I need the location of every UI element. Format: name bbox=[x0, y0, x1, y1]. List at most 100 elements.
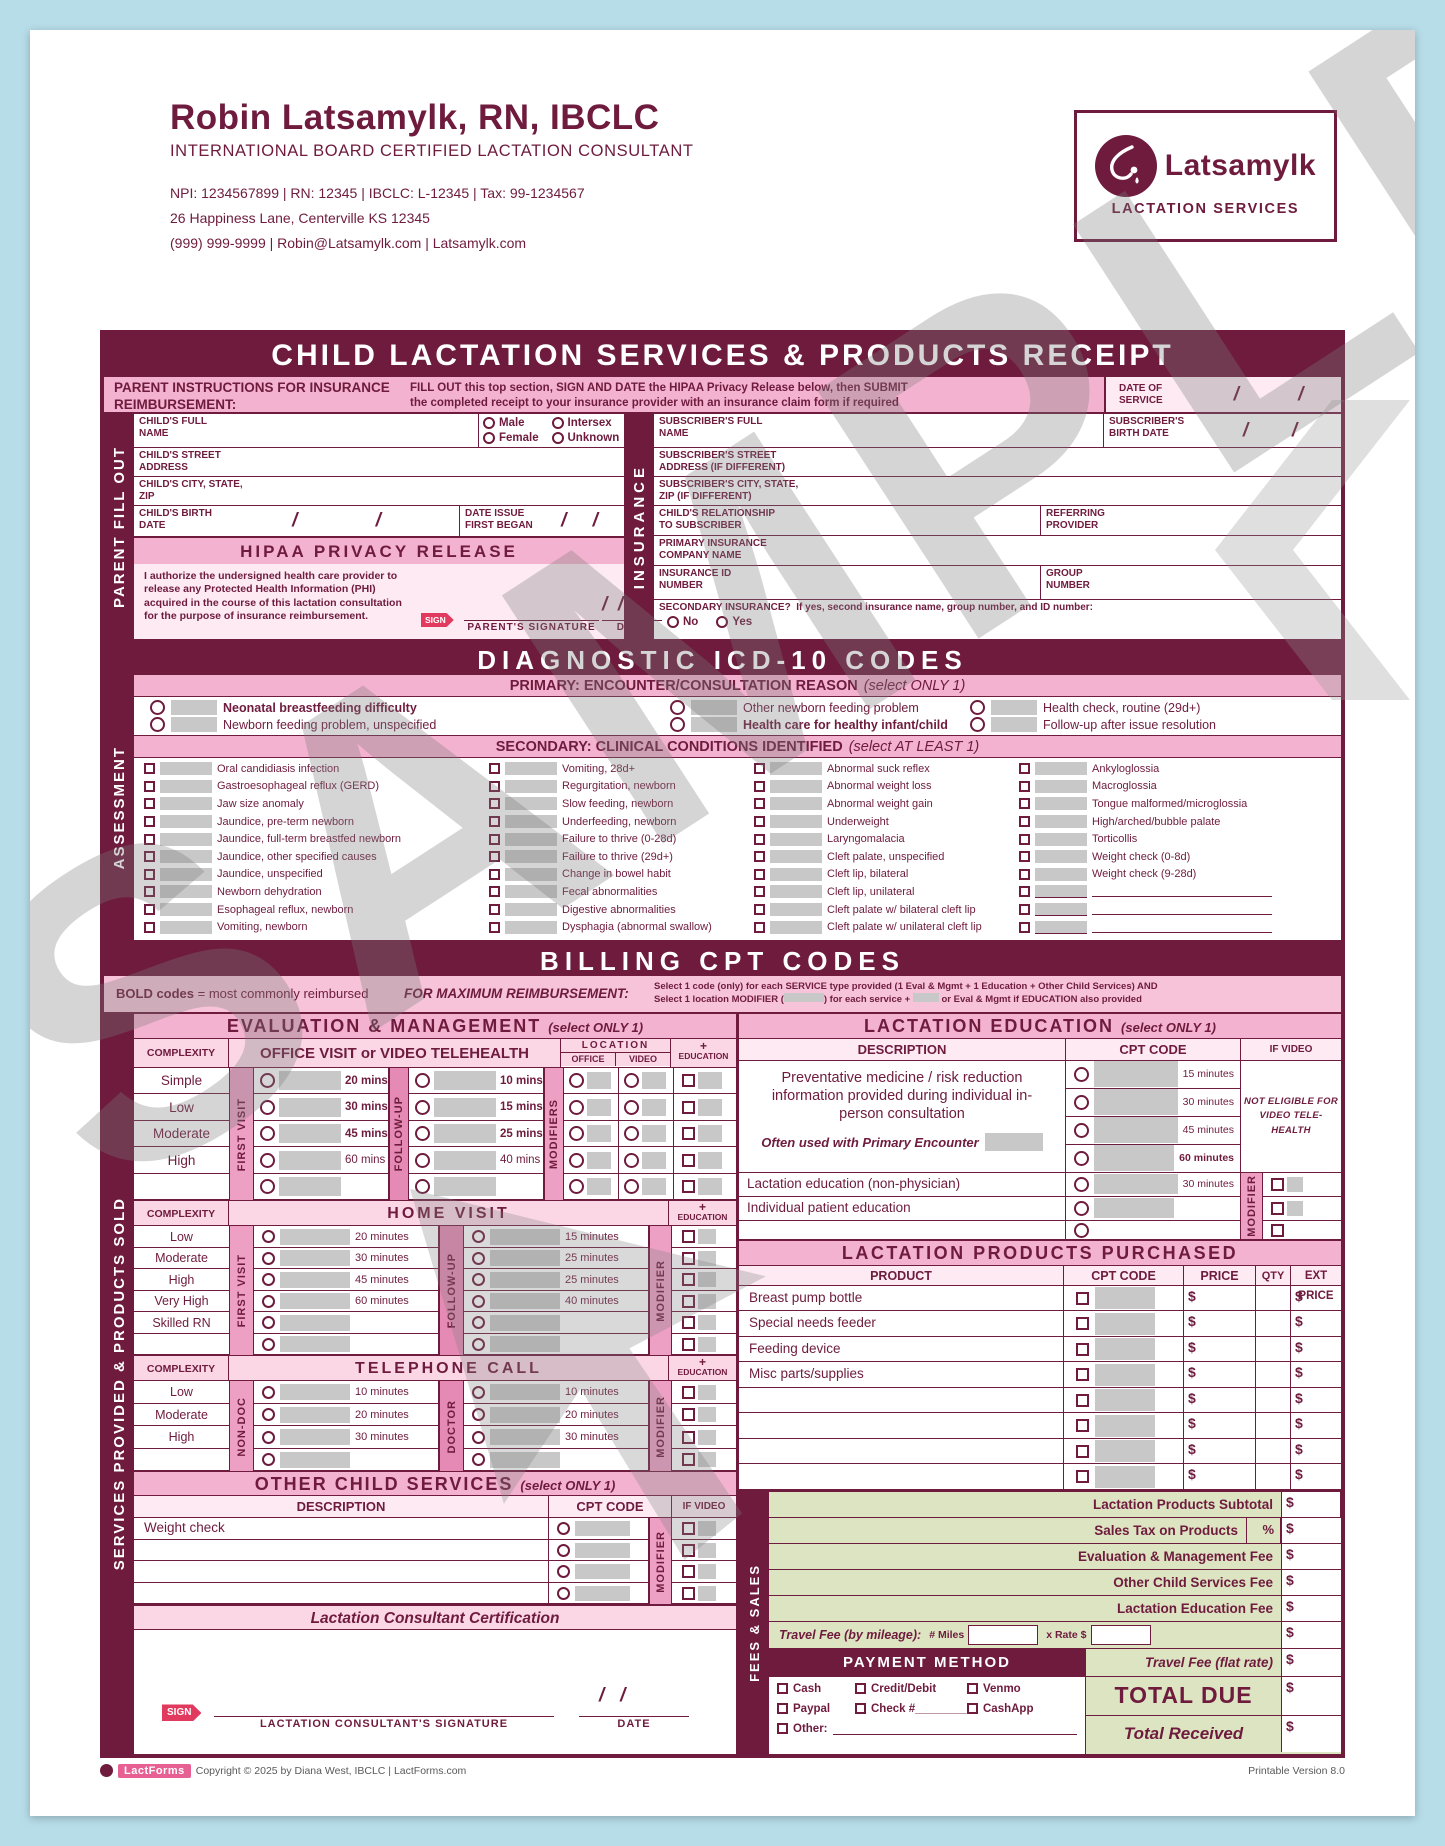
fee-amount[interactable]: $ bbox=[1281, 1569, 1341, 1595]
condition-checkbox[interactable] bbox=[489, 833, 500, 845]
video-checkbox[interactable] bbox=[1271, 1177, 1284, 1191]
price-cell[interactable]: $ bbox=[1184, 1387, 1256, 1413]
gender-option[interactable]: Unknown bbox=[551, 431, 621, 447]
price-cell[interactable]: $ bbox=[1184, 1438, 1256, 1464]
first-visit-radio[interactable] bbox=[260, 1099, 275, 1115]
condition-option[interactable]: Tongue malformed/microglossia bbox=[1009, 795, 1341, 813]
condition-checkbox[interactable] bbox=[754, 868, 765, 880]
condition-option[interactable] bbox=[1009, 918, 1341, 936]
condition-checkbox[interactable] bbox=[144, 763, 155, 775]
condition-checkbox[interactable] bbox=[144, 833, 155, 845]
total-received-amount[interactable]: $ bbox=[1281, 1715, 1341, 1753]
office-modifier-radio[interactable] bbox=[569, 1152, 584, 1168]
condition-option[interactable]: Oral candidiasis infection bbox=[134, 760, 479, 778]
fee-amount[interactable]: $ bbox=[1281, 1543, 1341, 1569]
condition-option[interactable]: Change in bowel habit bbox=[479, 866, 744, 884]
condition-option[interactable]: Macroglossia bbox=[1009, 778, 1341, 796]
condition-option[interactable]: Abnormal suck reflex bbox=[744, 760, 1009, 778]
price-cell[interactable]: $ bbox=[1184, 1336, 1256, 1362]
gender-radio[interactable] bbox=[483, 432, 495, 445]
video-modifier-radio[interactable] bbox=[624, 1179, 639, 1195]
fee-amount[interactable]: $ bbox=[1281, 1648, 1341, 1676]
fee-amount[interactable]: $ bbox=[1281, 1621, 1341, 1648]
non-doc-radio[interactable] bbox=[262, 1430, 275, 1444]
condition-checkbox[interactable] bbox=[754, 851, 765, 863]
payment-option[interactable]: Check #________ bbox=[855, 1703, 967, 1715]
primary-radio[interactable] bbox=[670, 717, 685, 732]
condition-option[interactable]: High/arched/bubble palate bbox=[1009, 813, 1341, 831]
condition-option[interactable]: Jaw size anomaly bbox=[134, 795, 479, 813]
consultant-date-line[interactable]: DATE bbox=[579, 1716, 689, 1730]
first-visit-radio[interactable] bbox=[262, 1251, 275, 1265]
condition-checkbox[interactable] bbox=[1019, 921, 1030, 933]
price-cell[interactable]: $ bbox=[1184, 1413, 1256, 1438]
gender-option[interactable]: Intersex bbox=[551, 415, 621, 431]
condition-option[interactable]: Newborn dehydration bbox=[134, 883, 479, 901]
payment-checkbox[interactable] bbox=[967, 1683, 978, 1695]
education-checkbox[interactable] bbox=[682, 1127, 695, 1141]
education-checkbox[interactable] bbox=[682, 1316, 695, 1330]
condition-checkbox[interactable] bbox=[1019, 780, 1030, 792]
video-checkbox[interactable] bbox=[682, 1565, 695, 1579]
payment-checkbox[interactable] bbox=[855, 1683, 866, 1695]
condition-option[interactable]: Cleft palate, unspecified bbox=[744, 848, 1009, 866]
condition-option[interactable] bbox=[1009, 901, 1341, 919]
condition-checkbox[interactable] bbox=[754, 904, 765, 916]
primary-radio[interactable] bbox=[970, 700, 985, 715]
first-visit-radio[interactable] bbox=[260, 1126, 275, 1142]
primary-radio[interactable] bbox=[150, 717, 165, 732]
gender-radio[interactable] bbox=[551, 432, 564, 445]
office-modifier-radio[interactable] bbox=[569, 1179, 584, 1195]
video-checkbox[interactable] bbox=[682, 1586, 695, 1600]
condition-checkbox[interactable] bbox=[144, 780, 155, 792]
condition-checkbox[interactable] bbox=[1019, 851, 1030, 863]
condition-option[interactable]: Vomiting, newborn bbox=[134, 918, 479, 936]
condition-option[interactable]: Underfeeding, newborn bbox=[479, 813, 744, 831]
condition-checkbox[interactable] bbox=[1019, 816, 1030, 828]
fee-amount[interactable]: $ bbox=[1281, 1595, 1341, 1621]
condition-checkbox[interactable] bbox=[754, 780, 765, 792]
first-visit-radio[interactable] bbox=[262, 1273, 275, 1287]
payment-checkbox[interactable] bbox=[777, 1703, 788, 1715]
education-radio[interactable] bbox=[1074, 1122, 1089, 1138]
condition-checkbox[interactable] bbox=[489, 798, 500, 810]
condition-option[interactable]: Weight check (9-28d) bbox=[1009, 866, 1341, 884]
video-checkbox[interactable] bbox=[682, 1522, 695, 1536]
condition-checkbox[interactable] bbox=[144, 886, 155, 898]
condition-checkbox[interactable] bbox=[144, 851, 155, 863]
secondary-option[interactable]: Yes bbox=[716, 616, 752, 628]
payment-option[interactable]: Paypal bbox=[777, 1703, 855, 1715]
condition-option[interactable]: Laryngomalacia bbox=[744, 830, 1009, 848]
education-checkbox[interactable] bbox=[682, 1273, 695, 1287]
condition-checkbox[interactable] bbox=[489, 921, 500, 933]
condition-option[interactable]: Gastroesophageal reflux (GERD) bbox=[134, 778, 479, 796]
follow-up-radio[interactable] bbox=[472, 1337, 485, 1351]
ext-price-cell[interactable]: $ bbox=[1295, 1338, 1303, 1355]
payment-option[interactable]: CashApp bbox=[967, 1703, 1077, 1715]
condition-option[interactable]: Cleft palate w/ unilateral cleft lip bbox=[744, 918, 1009, 936]
product-checkbox[interactable] bbox=[1076, 1393, 1089, 1407]
condition-option[interactable]: Jaundice, other specified causes bbox=[134, 848, 479, 866]
lactforms-logo[interactable]: LactForms bbox=[118, 1763, 191, 1778]
primary-option[interactable]: Newborn feeding problem, unspecified bbox=[134, 717, 654, 732]
condition-checkbox[interactable] bbox=[1019, 833, 1030, 845]
condition-option[interactable]: Jaundice, pre-term newborn bbox=[134, 813, 479, 831]
condition-option[interactable] bbox=[1009, 883, 1341, 901]
condition-option[interactable]: Dysphagia (abnormal swallow) bbox=[479, 918, 744, 936]
condition-checkbox[interactable] bbox=[144, 798, 155, 810]
primary-option[interactable]: Health care for healthy infant/child bbox=[654, 717, 954, 732]
education-checkbox[interactable] bbox=[682, 1430, 695, 1444]
primary-option[interactable]: Health check, routine (29d+) bbox=[954, 700, 1341, 715]
product-checkbox[interactable] bbox=[1076, 1444, 1089, 1458]
tax-percent[interactable]: % bbox=[1246, 1517, 1281, 1543]
condition-checkbox[interactable] bbox=[1019, 886, 1030, 898]
education-radio[interactable] bbox=[1074, 1200, 1089, 1216]
condition-checkbox[interactable] bbox=[754, 816, 765, 828]
condition-option[interactable]: Underweight bbox=[744, 813, 1009, 831]
condition-option[interactable]: Digestive abnormalities bbox=[479, 901, 744, 919]
condition-checkbox[interactable] bbox=[489, 868, 500, 880]
product-checkbox[interactable] bbox=[1076, 1342, 1089, 1356]
parent-signature-line[interactable]: PARENT'S SIGNATURE bbox=[464, 620, 599, 633]
condition-option[interactable]: Failure to thrive (0-28d) bbox=[479, 830, 744, 848]
gender-radio[interactable] bbox=[551, 416, 564, 429]
